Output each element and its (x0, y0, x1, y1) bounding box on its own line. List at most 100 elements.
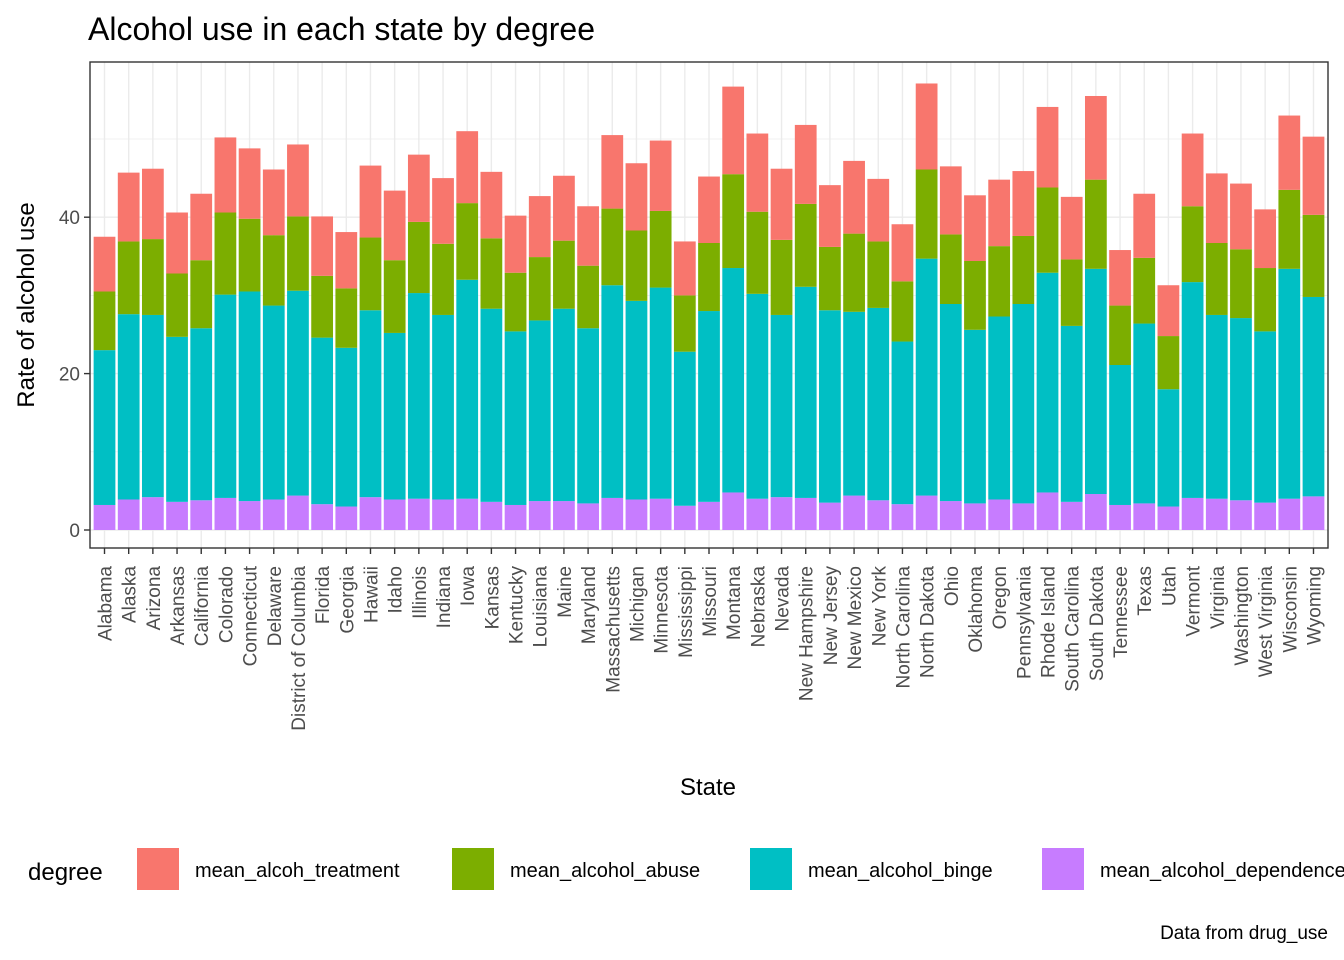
bar-segment: Wisconsin — mean_alcohol_abuse: 10.1 (1278, 189, 1301, 269)
bar-segment: Alaska — mean_alcohol_binge: 23.7 (117, 314, 140, 500)
legend-swatch (750, 848, 792, 890)
bar-segment: Pennsylvania — mean_alcoh_treatment: 8.3 (1012, 171, 1035, 236)
bar-segment: Louisiana — mean_alcoh_treatment: 7.8 (528, 196, 551, 258)
bar-segment: Louisiana — mean_alcohol_binge: 23.1 (528, 320, 551, 502)
bar-segment: California — mean_alcoh_treatment: 8.5 (190, 193, 213, 261)
bar-segment: Arkansas — mean_alcohol_abuse: 8.1 (166, 273, 188, 337)
bar-segment: Maine — mean_alcohol_abuse: 8.7 (553, 240, 575, 309)
bar-segment: Pennsylvania — mean_alcohol_binge: 25.5 (1012, 304, 1035, 504)
bar-segment: New Mexico — mean_alcohol_dependence: 4.… (843, 495, 865, 530)
bar-segment: Rhode Island — mean_alcohol_abuse: 10.9 (1036, 187, 1059, 273)
bar-segment: Illinois — mean_alcohol_binge: 26.3 (407, 293, 430, 499)
bar-segment: Wyoming — mean_alcohol_binge: 25.5 (1302, 296, 1325, 497)
legend-swatch (137, 848, 179, 890)
bar-segment: Montana — mean_alcohol_binge: 28.7 (722, 268, 745, 493)
bar-segment: Michigan — mean_alcoh_treatment: 8.6 (625, 163, 648, 231)
bar-segment: New Mexico — mean_alcohol_abuse: 10 (843, 233, 865, 312)
bar-segment: Nebraska — mean_alcohol_binge: 26.2 (746, 293, 769, 499)
x-tick-label: Michigan (627, 566, 648, 642)
x-tick-label: Delaware (265, 566, 286, 646)
x-tick-label: Missouri (700, 566, 721, 637)
x-tick-label: Kansas (482, 566, 503, 629)
bar-segment: Michigan — mean_alcohol_abuse: 9 (625, 230, 648, 301)
legend-title: degree (28, 859, 103, 886)
bar-segment: Vermont — mean_alcohol_abuse: 9.7 (1181, 206, 1204, 283)
x-tick-label: Georgia (337, 566, 358, 634)
bar-segment: Oregon — mean_alcohol_dependence: 3.9 (988, 499, 1011, 530)
bar-segment: Kansas — mean_alcohol_binge: 24.7 (480, 308, 503, 502)
bar-segment: Wyoming — mean_alcoh_treatment: 10 (1302, 136, 1325, 215)
x-tick-label: Mississippi (676, 566, 697, 658)
x-tick-label: Alabama (96, 566, 117, 641)
bar-segment: Michigan — mean_alcohol_binge: 25.4 (625, 300, 648, 500)
bar-segment: Washington — mean_alcohol_binge: 23.3 (1230, 318, 1252, 501)
bar-segment: Texas — mean_alcohol_abuse: 8.4 (1133, 257, 1156, 324)
bar-segment: Oregon — mean_alcohol_abuse: 9 (988, 246, 1011, 317)
bar-segment: Wisconsin — mean_alcohol_dependence: 4 (1278, 498, 1301, 530)
bar-segment: Hawaii — mean_alcohol_abuse: 9.3 (359, 237, 382, 311)
bar-segment: Florida — mean_alcohol_abuse: 7.9 (311, 275, 334, 338)
bar-segment: New Hampshire — mean_alcohol_binge: 27 (794, 286, 817, 498)
bar-segment: Oklahoma — mean_alcohol_binge: 22.2 (964, 329, 986, 504)
bar-segment: Oregon — mean_alcohol_binge: 23.4 (988, 316, 1011, 500)
bar-segment: Kentucky — mean_alcoh_treatment: 7.3 (504, 215, 527, 273)
legend-label: mean_alcohol_abuse (510, 860, 700, 882)
bar-segment: Georgia — mean_alcohol_abuse: 7.6 (335, 288, 358, 348)
bar-segment: Mississippi — mean_alcoh_treatment: 6.9 (673, 241, 696, 296)
bar-segment: Minnesota — mean_alcohol_dependence: 4 (649, 498, 672, 530)
bar-segment: Nevada — mean_alcoh_treatment: 9.1 (770, 168, 793, 240)
bar-segment: New Hampshire — mean_alcoh_treatment: 10… (794, 124, 817, 204)
bar-segment: Tennessee — mean_alcohol_dependence: 3.2 (1109, 504, 1131, 530)
bar-segment: Arizona — mean_alcohol_binge: 23.3 (141, 314, 164, 498)
x-tick-label: District of Columbia (289, 566, 310, 731)
bar-segment: Vermont — mean_alcoh_treatment: 9.3 (1181, 133, 1204, 207)
x-tick-label: California (192, 566, 213, 647)
bar-segment: Connecticut — mean_alcoh_treatment: 9 (238, 148, 261, 219)
x-tick-label: Maine (555, 566, 576, 618)
bar-segment: Virginia — mean_alcoh_treatment: 8.9 (1205, 173, 1228, 244)
x-tick-label: North Carolina (893, 566, 914, 689)
bar-segment: Illinois — mean_alcoh_treatment: 8.6 (407, 154, 430, 222)
x-tick-label: Louisiana (531, 566, 552, 648)
bar-segment: Maryland — mean_alcohol_dependence: 3.4 (577, 503, 599, 530)
bar-segment: Tennessee — mean_alcoh_treatment: 7.1 (1109, 250, 1131, 306)
x-tick-label: Hawaii (361, 566, 382, 623)
bar-segment: Connecticut — mean_alcohol_dependence: 3… (238, 501, 261, 530)
bar-segment: Alaska — mean_alcohol_abuse: 9.3 (117, 241, 140, 315)
bar-segment: New Jersey — mean_alcohol_abuse: 8.1 (819, 246, 841, 311)
x-tick-label: West Virginia (1256, 566, 1277, 678)
bar-segment: Texas — mean_alcohol_binge: 23 (1133, 323, 1156, 504)
bar-segment: Washington — mean_alcohol_abuse: 8.8 (1230, 249, 1252, 319)
bar-segment: Virginia — mean_alcohol_binge: 23.5 (1205, 314, 1228, 499)
bar-segment: Indiana — mean_alcohol_dependence: 3.9 (432, 499, 454, 530)
bar-segment: Mississippi — mean_alcohol_abuse: 7.2 (673, 295, 696, 352)
bar-segment: Idaho — mean_alcohol_dependence: 3.9 (383, 499, 406, 530)
x-tick-label: New Jersey (821, 566, 842, 666)
x-tick-label: Oklahoma (966, 566, 987, 653)
x-tick-label: Virginia (1208, 566, 1229, 629)
bar-segment: Georgia — mean_alcohol_dependence: 3 (335, 506, 358, 530)
bar-segment: Rhode Island — mean_alcohol_dependence: … (1036, 492, 1059, 530)
bar-segment: Delaware — mean_alcohol_dependence: 3.9 (262, 499, 285, 530)
x-tick-label: Colorado (216, 566, 237, 643)
bar-segment: Mississippi — mean_alcohol_binge: 19.7 (673, 351, 696, 506)
bar-segment: West Virginia — mean_alcoh_treatment: 7.… (1254, 209, 1277, 269)
bar-segment: Hawaii — mean_alcohol_dependence: 4.2 (359, 497, 382, 530)
bar-segment: Washington — mean_alcohol_dependence: 3.… (1230, 500, 1252, 530)
bar-segment: Idaho — mean_alcohol_binge: 21.3 (383, 332, 406, 500)
bar-segment: Nevada — mean_alcohol_dependence: 4.2 (770, 497, 793, 530)
bar-segment: Texas — mean_alcohol_dependence: 3.4 (1133, 503, 1156, 530)
bar-segment: Nebraska — mean_alcohol_abuse: 10.5 (746, 211, 769, 294)
bar-segment: Delaware — mean_alcoh_treatment: 8.4 (262, 169, 285, 236)
x-tick-label: Massachusetts (603, 566, 624, 693)
x-tick-label: Wisconsin (1280, 566, 1301, 653)
legend-label: mean_alcoh_treatment (195, 860, 400, 882)
bar-segment: Arkansas — mean_alcoh_treatment: 7.8 (166, 212, 188, 274)
bar-segment: Utah — mean_alcohol_abuse: 6.8 (1157, 336, 1180, 390)
bar-segment: Arizona — mean_alcohol_abuse: 9.7 (141, 239, 164, 315)
x-tick-label: Indiana (434, 566, 455, 629)
bar-segment: Hawaii — mean_alcoh_treatment: 9.2 (359, 165, 382, 238)
bar-segment: California — mean_alcohol_binge: 22 (190, 328, 213, 501)
bar-segment: Kentucky — mean_alcohol_dependence: 3.2 (504, 504, 527, 530)
